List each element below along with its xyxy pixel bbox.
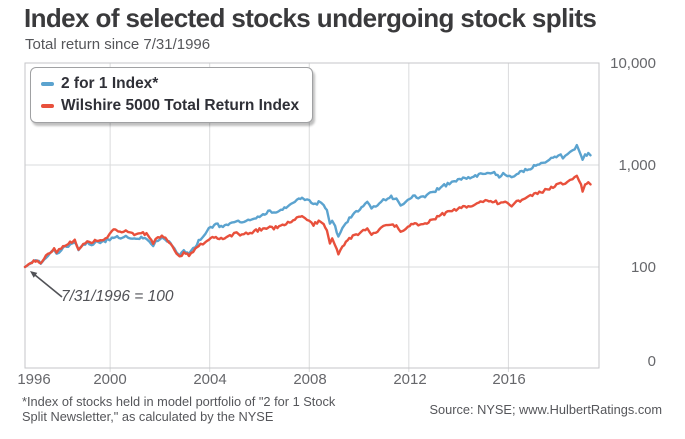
x-axis-tick-2008: 2008 [293, 371, 327, 388]
footnote-line-1: *Index of stocks held in model portfolio… [22, 394, 336, 409]
legend-item-2for1: 2 for 1 Index* [41, 73, 299, 95]
source-credit: Source: NYSE; www.HulbertRatings.com [429, 402, 662, 417]
series-line-2for1-index [23, 143, 592, 269]
annotation-arrow [30, 271, 63, 298]
x-axis-tick-2016: 2016 [492, 371, 526, 388]
page-title: Index of selected stocks undergoing stoc… [24, 3, 597, 33]
legend-label: 2 for 1 Index* [61, 75, 159, 92]
legend-swatch-blue [41, 82, 54, 86]
series-line-wilshire-5000 [23, 174, 592, 269]
legend-swatch-red [41, 104, 54, 108]
y-axis-tick-1000: 1,000 [618, 157, 656, 174]
footnote-line-2: Split Newsletter," as calculated by the … [22, 409, 274, 424]
legend-item-wilshire: Wilshire 5000 Total Return Index [41, 95, 299, 117]
y-axis-tick-10000: 10,000 [610, 55, 656, 72]
base-value-annotation: 7/31/1996 = 100 [61, 288, 174, 305]
chart-subtitle: Total return since 7/31/1996 [25, 36, 211, 53]
plot-border [24, 62, 600, 369]
chart-legend: 2 for 1 Index* Wilshire 5000 Total Retur… [30, 67, 314, 123]
footnote: *Index of stocks held in model portfolio… [22, 394, 335, 424]
legend-label: Wilshire 5000 Total Return Index [61, 97, 300, 114]
x-axis-tick-2012: 2012 [393, 371, 427, 388]
x-axis-tick-2004: 2004 [193, 371, 227, 388]
x-axis-tick-1996: 1996 [17, 371, 51, 388]
x-axis-tick-2000: 2000 [93, 371, 127, 388]
y-axis-tick-100: 100 [630, 259, 656, 276]
y-axis-tick-0: 0 [647, 353, 656, 370]
